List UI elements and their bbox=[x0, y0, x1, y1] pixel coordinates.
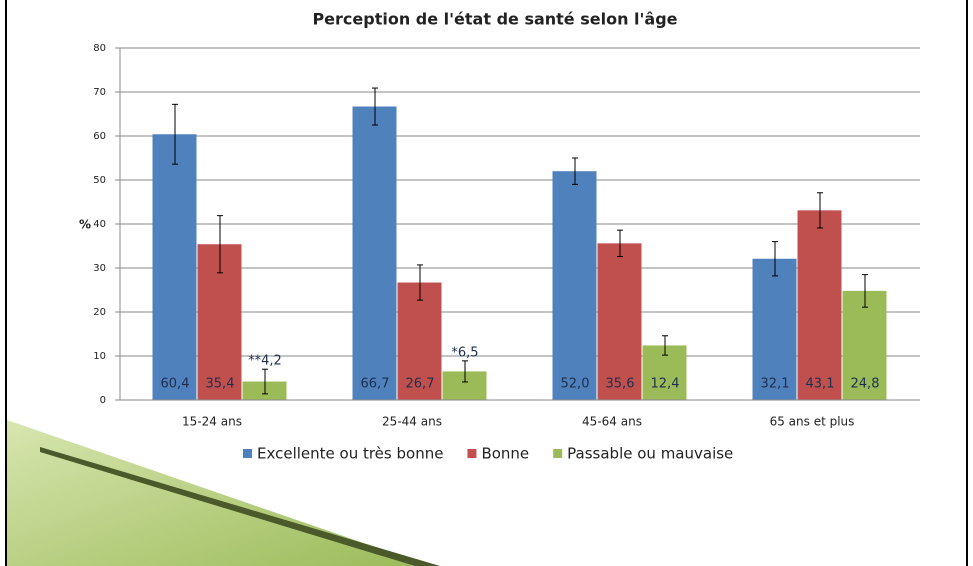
x-tick-label: 45-64 ans bbox=[582, 415, 642, 429]
plot: 0 10 20 30 40 50 60 70 80 15-24 ans 60,4 35,4 **4,2 2… bbox=[93, 43, 920, 463]
value-label: 26,7 bbox=[406, 377, 435, 392]
y-tick-label: 70 bbox=[93, 87, 106, 98]
chart-title: Perception de l'état de santé selon l'âg… bbox=[312, 10, 677, 29]
legend-label: Bonne bbox=[481, 445, 529, 463]
bar bbox=[153, 134, 197, 400]
legend-marker bbox=[243, 449, 252, 458]
value-label: **4,2 bbox=[248, 354, 282, 369]
value-label: 43,1 bbox=[806, 377, 835, 392]
legend-label: Passable ou mauvaise bbox=[567, 445, 733, 463]
y-tick-label: 40 bbox=[93, 219, 106, 230]
value-label: 60,4 bbox=[161, 377, 190, 392]
y-tick-label: 50 bbox=[93, 175, 106, 186]
y-tick-label: 20 bbox=[93, 307, 106, 318]
y-tick-label: 0 bbox=[100, 395, 106, 406]
value-label: 66,7 bbox=[361, 377, 390, 392]
x-tick-label: 15-24 ans bbox=[182, 415, 242, 429]
x-tick-label: 65 ans et plus bbox=[770, 415, 855, 429]
y-tick-label: 30 bbox=[93, 263, 106, 274]
value-label: 35,6 bbox=[606, 377, 635, 392]
page: {"chart_data": {"type": "bar", "title": … bbox=[0, 0, 973, 566]
y-tick-label: 80 bbox=[93, 43, 106, 54]
value-label: 24,8 bbox=[851, 377, 880, 392]
y-axis-label: % bbox=[79, 218, 91, 232]
legend-marker bbox=[553, 449, 562, 458]
bar bbox=[353, 107, 397, 400]
value-label: *6,5 bbox=[451, 345, 478, 360]
decor-swoosh bbox=[7, 420, 430, 566]
bar bbox=[553, 171, 597, 400]
value-label: 35,4 bbox=[206, 377, 235, 392]
value-label: 32,1 bbox=[761, 377, 790, 392]
bar bbox=[798, 210, 842, 400]
legend-marker bbox=[467, 449, 476, 458]
y-tick-label: 10 bbox=[93, 351, 106, 362]
x-tick-label: 25-44 ans bbox=[382, 415, 442, 429]
slide: Perception de l'état de santé selon l'âg… bbox=[0, 0, 973, 566]
legend-label: Excellente ou très bonne bbox=[257, 445, 443, 463]
value-label: 52,0 bbox=[561, 377, 590, 392]
value-label: 12,4 bbox=[651, 377, 680, 392]
y-tick-label: 60 bbox=[93, 131, 106, 142]
